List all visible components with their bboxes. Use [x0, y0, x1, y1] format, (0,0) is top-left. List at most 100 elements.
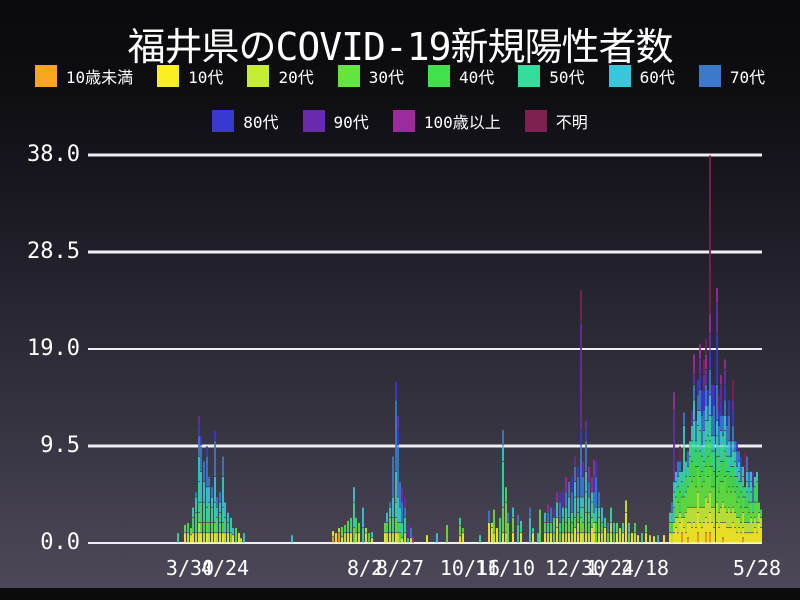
bar-segment — [585, 431, 587, 441]
bar-segment — [673, 533, 675, 543]
bar-segment — [705, 354, 707, 370]
legend-label: 90代 — [333, 113, 369, 132]
bar-segment — [718, 456, 720, 472]
bar-segment — [760, 509, 762, 518]
bar-segment — [595, 461, 597, 477]
bar-segment — [707, 456, 709, 477]
bar-segment — [760, 528, 762, 543]
bar-segment — [222, 507, 224, 523]
bar-segment — [574, 456, 576, 467]
bar-segment — [553, 517, 555, 533]
bar-segment — [681, 517, 683, 533]
bar-segment — [214, 441, 216, 477]
bar-segment — [404, 533, 406, 543]
bar-segment — [734, 528, 736, 543]
bar-segment — [742, 512, 744, 528]
legend-color-swatch — [518, 65, 541, 87]
bottom-border — [0, 588, 800, 600]
bar-segment — [559, 502, 561, 523]
bar-segment — [687, 466, 689, 487]
bar-segment — [689, 456, 691, 477]
bar-segment — [677, 517, 679, 533]
bar-segment — [730, 512, 732, 528]
bar-segment — [724, 415, 726, 431]
bar-segment — [232, 535, 234, 543]
bar-segment — [701, 507, 703, 528]
bar-segment — [195, 533, 197, 543]
x-tick-label: 10/16 — [439, 556, 501, 580]
bar-segment — [683, 528, 685, 543]
bar-segment — [479, 535, 481, 543]
bar-segment — [529, 517, 531, 543]
legend-label: 70代 — [729, 68, 766, 87]
x-tick-label: 8/2 — [346, 556, 384, 580]
bar-segment — [571, 533, 573, 543]
bar-segment — [488, 522, 490, 543]
bar-segment — [750, 471, 752, 482]
bar-segment — [214, 431, 216, 441]
bar-segment — [386, 522, 388, 533]
bar-segment — [395, 517, 397, 533]
bar-segment — [395, 471, 397, 502]
bar-segment — [653, 536, 655, 543]
bar-segment — [732, 400, 734, 410]
bar-segment — [707, 522, 709, 543]
bar-segment — [227, 512, 229, 523]
bar-segment — [671, 522, 673, 533]
bar-segment — [625, 500, 627, 513]
bar-segment — [720, 522, 722, 543]
bar-segment — [689, 522, 691, 543]
bar-segment — [195, 497, 197, 513]
bar-segment — [744, 487, 746, 497]
bar-segment — [724, 476, 726, 507]
bar-segment — [235, 528, 237, 543]
bar-segment — [565, 533, 567, 543]
bar-segment — [404, 507, 406, 518]
legend-label: 20代 — [278, 68, 314, 87]
bar-segment — [649, 535, 651, 543]
bar-segment — [344, 533, 346, 543]
bar-segment — [365, 533, 367, 543]
bar-segment — [634, 533, 636, 543]
bar-segment — [703, 374, 705, 390]
bar-segment — [571, 522, 573, 533]
bar-segment — [214, 533, 216, 543]
bar-segment — [426, 535, 428, 543]
bar-segment — [595, 533, 597, 543]
bar-segment — [401, 522, 403, 538]
bar-segment — [679, 471, 681, 492]
bar-segment — [216, 517, 218, 533]
bar-segment — [760, 517, 762, 528]
bar-segment — [685, 476, 687, 492]
bar-segment — [544, 533, 546, 543]
bar-segment — [707, 476, 709, 502]
bar-segment — [502, 446, 504, 461]
bar-segment — [446, 524, 448, 543]
legend-label: 80代 — [243, 113, 279, 132]
bar-segment — [577, 522, 579, 533]
bar-segment — [332, 537, 334, 543]
bar-segment — [582, 533, 584, 543]
bar-segment — [701, 487, 703, 507]
bar-segment — [604, 528, 606, 543]
x-tick-label: 4/24 — [200, 556, 250, 580]
bar-segment — [341, 537, 343, 543]
legend-color-swatch — [302, 110, 325, 132]
bar-segment — [709, 349, 711, 370]
bar-segment — [713, 471, 715, 487]
legend-color-swatch — [698, 65, 721, 87]
bar-segment — [693, 507, 695, 523]
bar-segment — [580, 290, 582, 324]
bar-segment — [499, 517, 501, 543]
bar-segment — [699, 507, 701, 523]
bar-segment — [227, 533, 229, 543]
bar-segment — [687, 522, 689, 538]
bar-segment — [562, 517, 564, 533]
bar-segment — [724, 385, 726, 400]
bar-segment — [507, 522, 509, 543]
bar-segment — [732, 466, 734, 487]
bar-segment — [677, 476, 679, 487]
bar-segment — [502, 533, 504, 543]
bar-segment — [718, 410, 720, 426]
bar-segment — [243, 533, 245, 543]
